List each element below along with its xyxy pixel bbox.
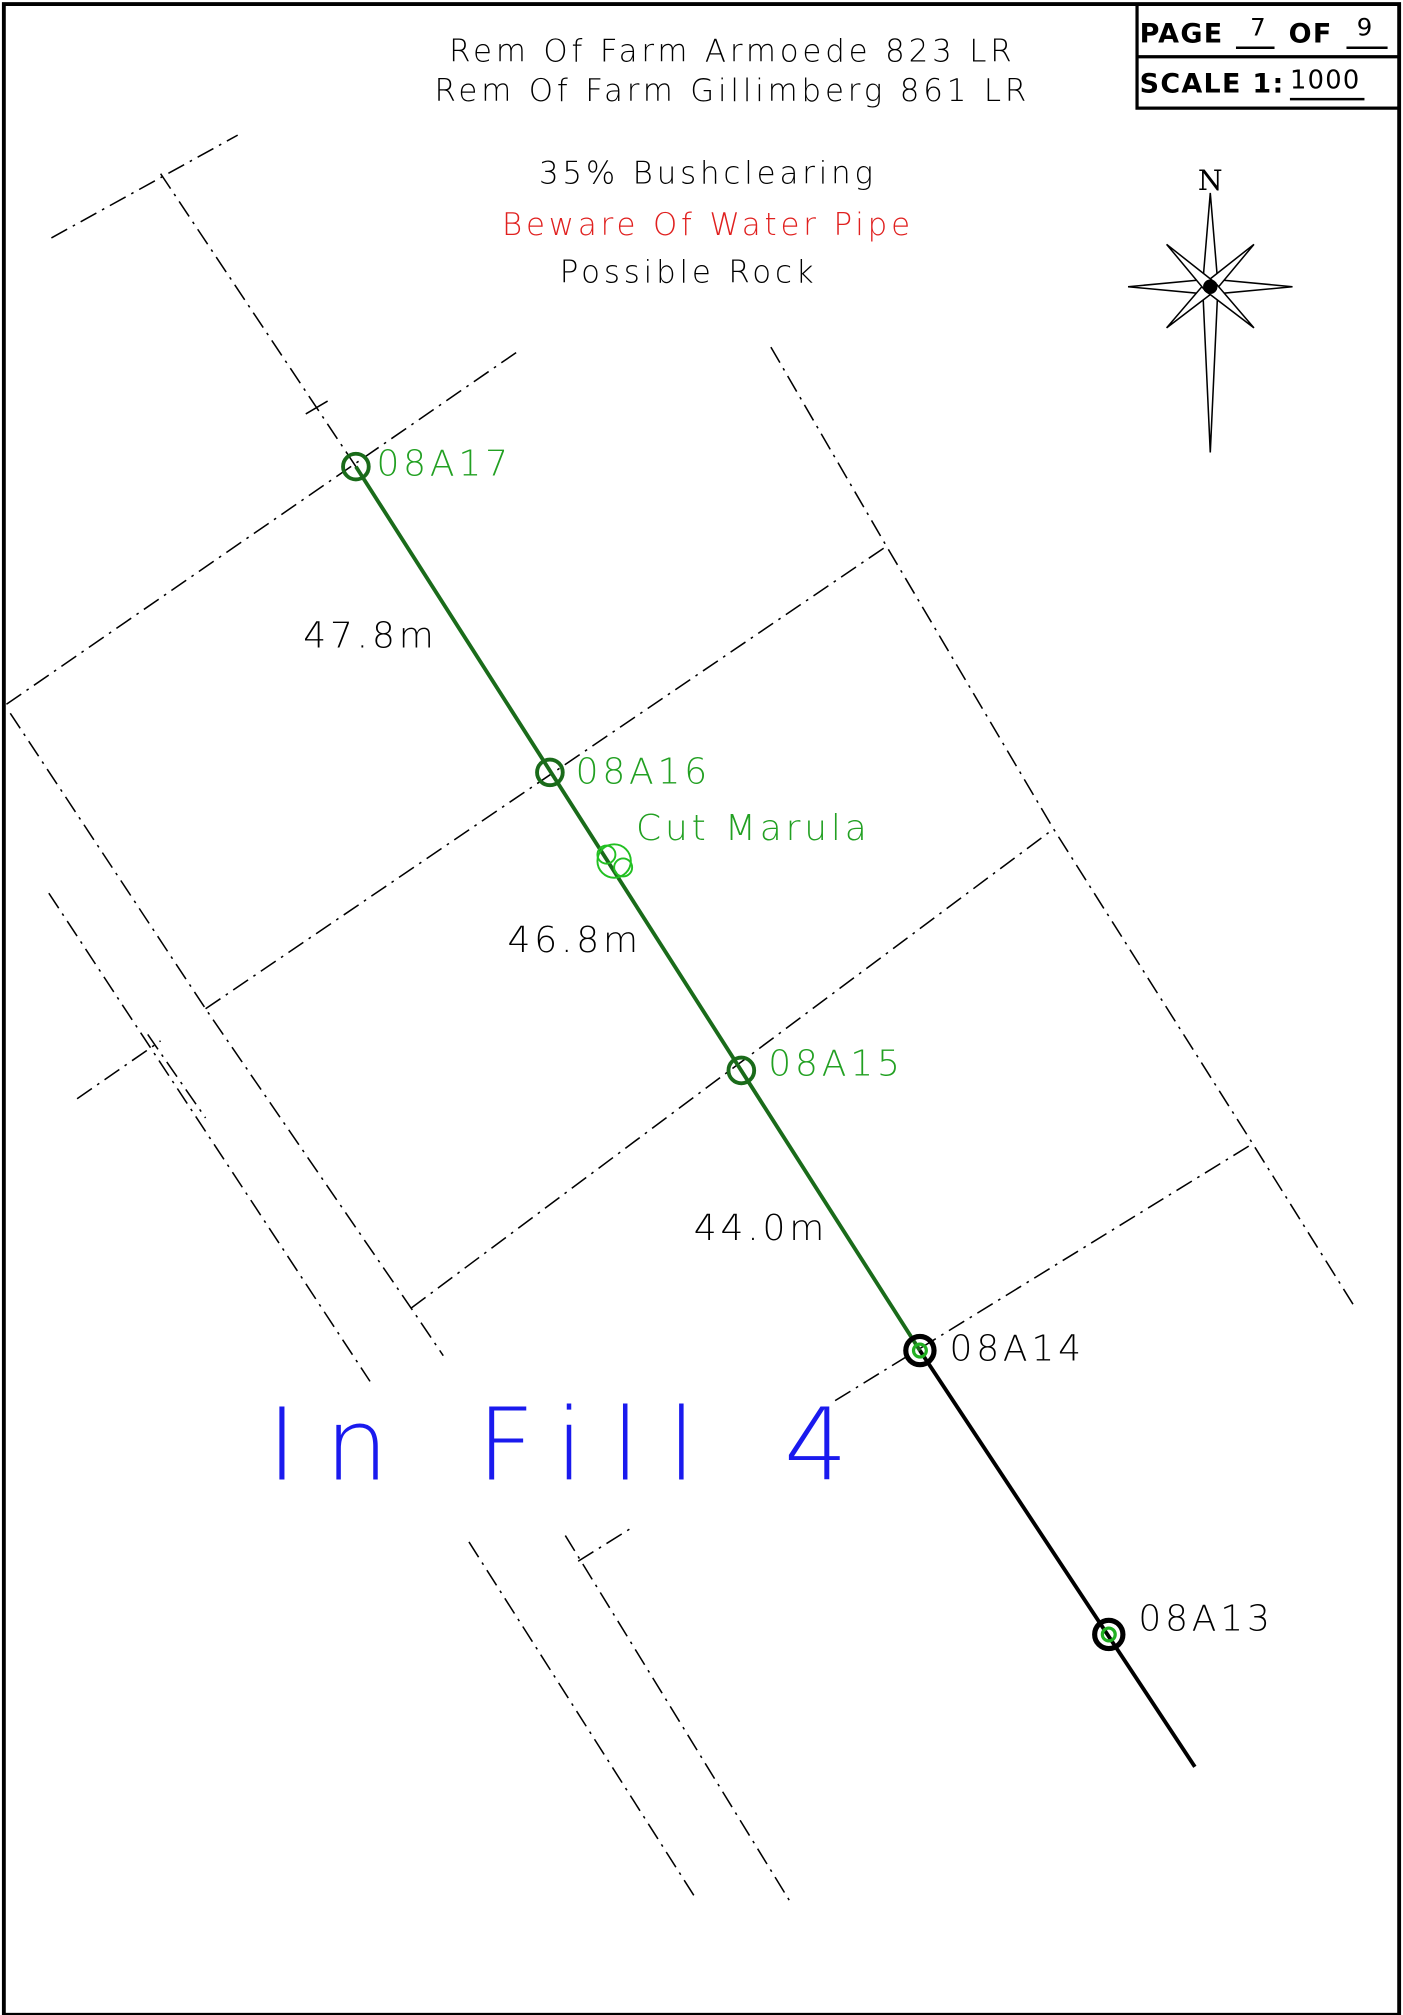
header-line: Rem Of Farm Armoede 823 LR — [449, 33, 1015, 69]
note: 35% Bushclearing — [539, 155, 877, 191]
page-number: 7 — [1250, 12, 1267, 41]
north-arrow: N — [1127, 164, 1293, 453]
page-label: PAGE — [1140, 18, 1224, 49]
points — [341, 451, 1126, 1652]
feature-label: Cut Marula — [636, 808, 871, 849]
point-label: 08A16 — [576, 752, 711, 793]
point-label: 08A17 — [376, 443, 511, 484]
page-box: PAGE 7 OF 9 SCALE 1: 1000 — [1135, 2, 1401, 110]
route-green — [354, 465, 922, 1352]
tree-symbol — [596, 843, 634, 879]
point-label: 08A15 — [768, 1043, 903, 1084]
point-label: 08A14 — [949, 1329, 1084, 1370]
of-label: OF — [1289, 18, 1333, 49]
header-line: Rem Of Farm Gillimberg 861 LR — [434, 73, 1030, 109]
distance-label: 46.8m — [507, 920, 641, 961]
scale-value: 1000 — [1290, 66, 1361, 96]
distance-label: 47.8m — [303, 615, 437, 656]
warning-note: Beware Of Water Pipe — [502, 207, 914, 243]
area-label: In Fill 4 — [267, 1386, 876, 1503]
distance-label: 44.0m — [694, 1208, 828, 1249]
north-label: N — [1198, 164, 1223, 197]
point-label: 08A13 — [1138, 1598, 1273, 1639]
page-total: 9 — [1357, 12, 1374, 41]
scale-label: SCALE 1: — [1140, 69, 1285, 100]
route-black — [918, 1349, 1197, 1768]
note: Possible Rock — [560, 254, 818, 290]
